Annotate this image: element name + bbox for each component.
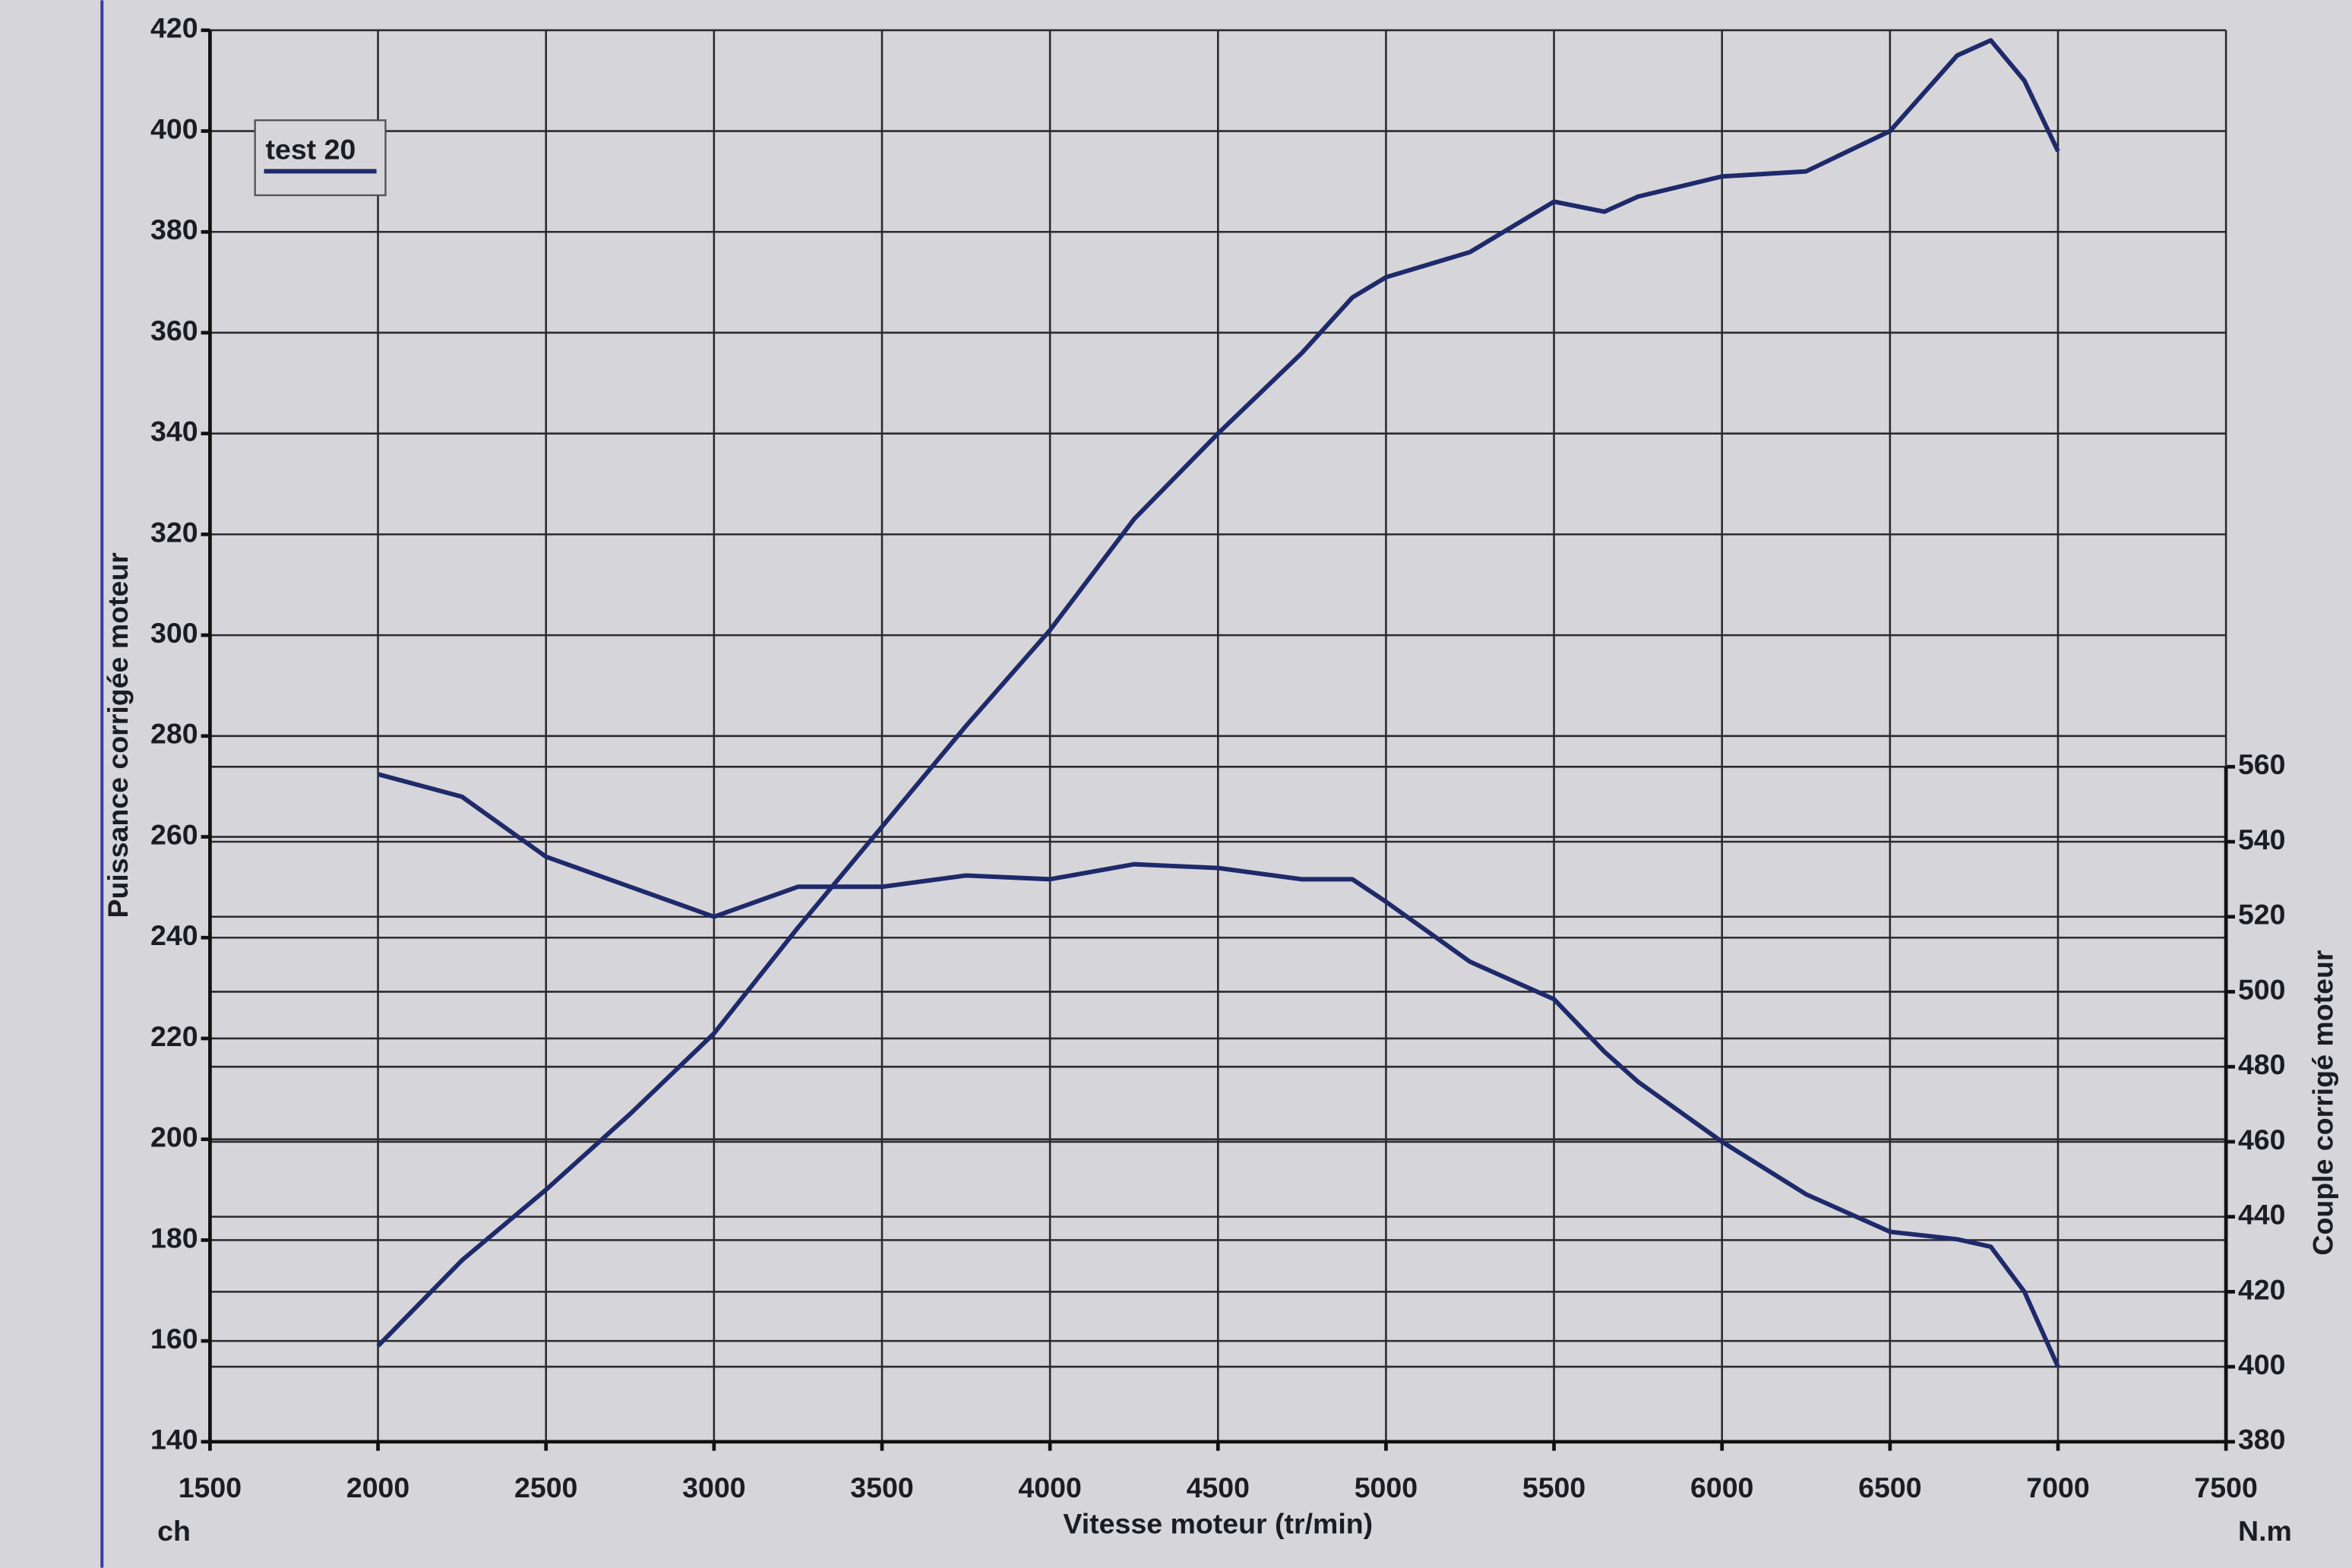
x-axis-label: Vitesse moteur (tr/min)	[1063, 1507, 1373, 1539]
y2-tick-label: 440	[2238, 1199, 2286, 1231]
y-tick-label: 140	[150, 1424, 198, 1456]
y-tick-label: 380	[150, 213, 198, 245]
y2-tick-label: 400	[2238, 1348, 2286, 1380]
y2-tick-label: 540	[2238, 824, 2286, 855]
y-tick-label: 420	[150, 12, 198, 44]
x-tick-label: 4000	[1018, 1472, 1081, 1503]
x-tick-label: 5500	[1522, 1472, 1585, 1503]
x-tick-label: 4500	[1187, 1472, 1250, 1503]
y2-tick-label: 480	[2238, 1048, 2286, 1080]
y-tick-label: 320	[150, 516, 198, 548]
y-tick-label: 340	[150, 416, 198, 447]
legend-label: test 20	[265, 134, 356, 166]
x-tick-label: 3500	[850, 1472, 913, 1503]
y2-unit: N.m	[2238, 1515, 2292, 1547]
y2-tick-label: 460	[2238, 1124, 2286, 1155]
line-series	[377, 772, 2060, 1368]
y-tick-label: 180	[150, 1222, 198, 1253]
y-tick-label: 220	[150, 1020, 198, 1052]
y-unit: ch	[157, 1515, 191, 1547]
y-tick-label: 200	[150, 1121, 198, 1153]
y2-tick-label: 520	[2238, 899, 2286, 931]
y-axis-label: Puissance corrigée moteur	[102, 552, 134, 918]
y-tick-label: 300	[150, 617, 198, 649]
y2-tick-label: 560	[2238, 748, 2286, 780]
y-tick-label: 360	[150, 315, 198, 346]
y2-axis-label: Couple corrigé moteur	[2306, 950, 2338, 1256]
x-tick-label: 5000	[1355, 1472, 1418, 1503]
y2-tick-label: 420	[2238, 1273, 2286, 1305]
y-tick-label: 160	[150, 1323, 198, 1355]
y2-tick-label: 380	[2238, 1424, 2286, 1456]
y-tick-label: 280	[150, 718, 198, 750]
y-tick-label: 240	[150, 919, 198, 951]
x-tick-label: 2500	[514, 1472, 577, 1503]
legend-box	[254, 119, 387, 197]
y-tick-label: 260	[150, 818, 198, 850]
x-tick-label: 7000	[2026, 1472, 2089, 1503]
x-tick-label: 3000	[682, 1472, 745, 1503]
x-tick-label: 7500	[2194, 1472, 2257, 1503]
x-tick-label: 6500	[1858, 1472, 1921, 1503]
line-series	[376, 38, 2060, 1348]
y-tick-label: 400	[150, 112, 198, 144]
x-tick-label: 6000	[1690, 1472, 1753, 1503]
x-tick-label: 2000	[346, 1472, 409, 1503]
x-tick-label: 1500	[179, 1472, 242, 1503]
y2-tick-label: 500	[2238, 973, 2286, 1005]
